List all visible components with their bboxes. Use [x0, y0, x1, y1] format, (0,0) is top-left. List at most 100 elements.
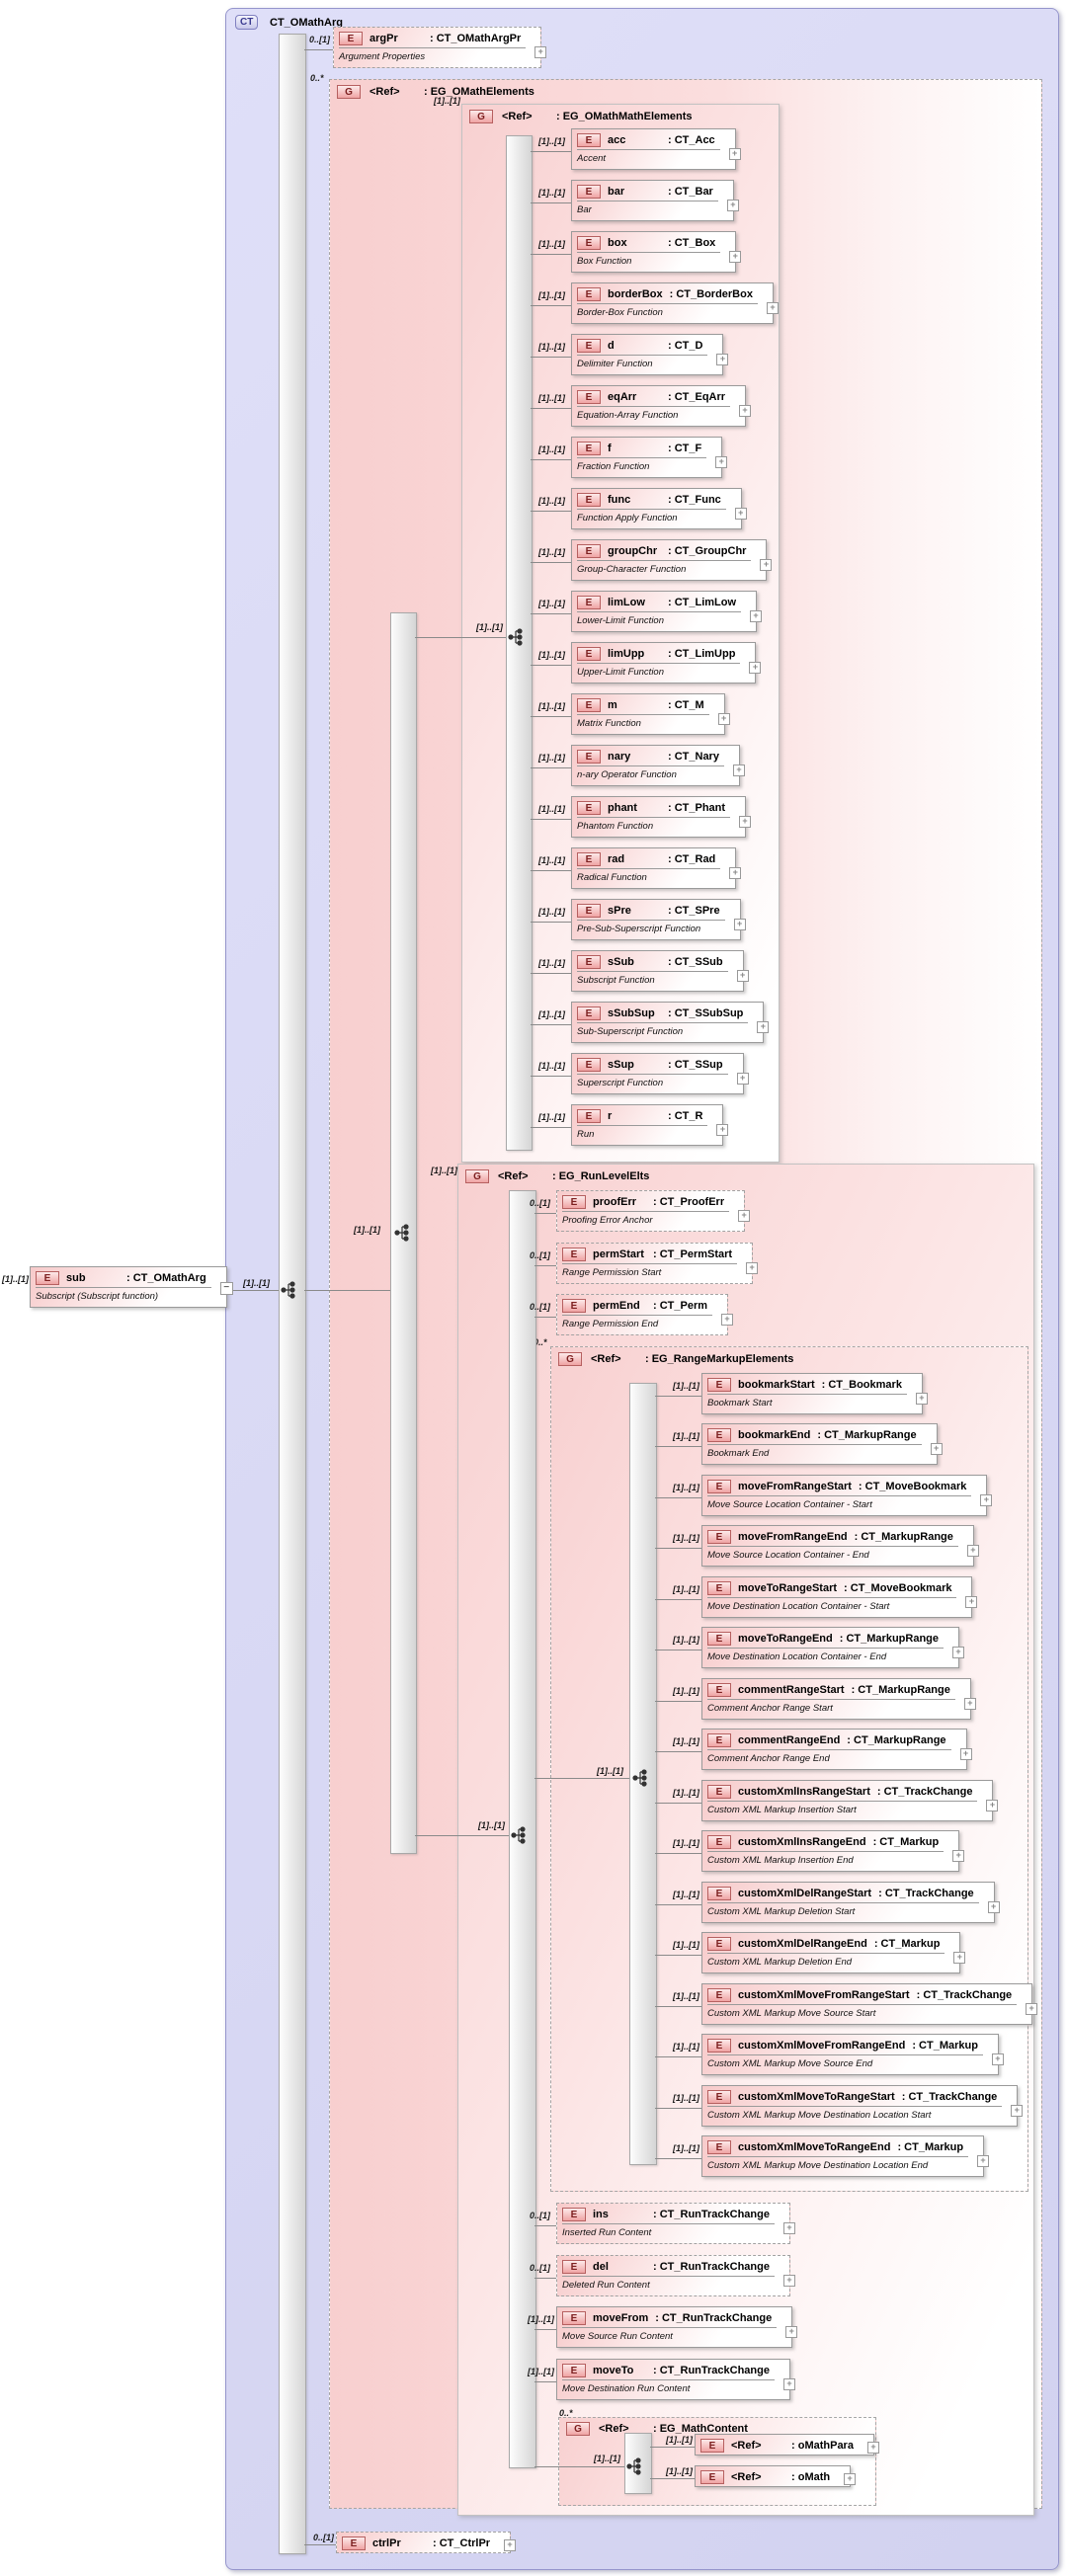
expand-icon[interactable]: + — [716, 354, 729, 365]
group-eg-mathcontent[interactable] — [558, 2417, 876, 2506]
expand-icon[interactable]: + — [952, 1850, 965, 1862]
expand-icon[interactable]: + — [717, 713, 730, 725]
expand-icon[interactable]: + — [930, 1443, 943, 1455]
expand-icon[interactable]: + — [782, 2222, 795, 2234]
expand-icon[interactable]: + — [760, 559, 773, 571]
element-name: func — [608, 494, 631, 506]
expand-icon[interactable]: + — [738, 1210, 751, 1222]
expand-icon[interactable]: + — [750, 610, 763, 622]
expand-icon[interactable]: + — [757, 1021, 770, 1033]
expand-icon[interactable]: + — [721, 1314, 734, 1326]
expand-icon[interactable]: + — [746, 1262, 759, 1274]
expand-icon[interactable]: + — [915, 1393, 928, 1405]
expand-icon[interactable]: + — [844, 2473, 857, 2485]
expand-icon[interactable]: + — [715, 456, 728, 468]
expand-icon[interactable]: + — [782, 2378, 795, 2390]
expand-icon[interactable]: + — [736, 1073, 749, 1085]
expand-icon[interactable]: + — [726, 200, 739, 211]
expand-icon[interactable]: + — [733, 919, 746, 930]
expand-icon[interactable]: + — [980, 1494, 993, 1506]
collapse-icon[interactable]: − — [219, 1282, 233, 1295]
element-omathpara[interactable]: E <Ref>: oMathPara + — [695, 2434, 879, 2455]
expand-icon[interactable]: + — [991, 2053, 1004, 2065]
expand-icon[interactable]: + — [953, 1952, 966, 1964]
expand-icon[interactable]: + — [952, 1647, 965, 1658]
expand-icon[interactable]: + — [734, 508, 747, 520]
expand-icon[interactable]: + — [986, 1800, 999, 1811]
expand-icon[interactable]: + — [729, 867, 742, 879]
expand-icon[interactable]: + — [739, 405, 752, 417]
expand-icon[interactable]: + — [966, 1545, 979, 1557]
expand-icon[interactable]: + — [749, 662, 762, 674]
expand-icon[interactable]: + — [959, 1748, 972, 1760]
expand-icon[interactable]: + — [963, 1698, 976, 1710]
expand-icon[interactable]: + — [785, 2326, 798, 2338]
expand-icon[interactable]: + — [732, 765, 745, 776]
expand-icon[interactable]: + — [716, 1124, 729, 1136]
expand-icon[interactable]: + — [728, 148, 741, 160]
expand-icon[interactable]: + — [965, 1596, 978, 1608]
expand-icon[interactable]: + — [504, 2539, 517, 2551]
expand-icon[interactable]: + — [977, 2155, 990, 2167]
expand-icon[interactable]: + — [729, 251, 742, 263]
expand-icon[interactable]: + — [736, 970, 749, 982]
expand-icon[interactable]: + — [1026, 2003, 1038, 2015]
expand-icon[interactable]: + — [766, 302, 779, 314]
element-omath[interactable]: E <Ref>: oMath + — [695, 2465, 857, 2487]
expand-icon[interactable]: + — [782, 2275, 795, 2287]
expand-icon[interactable]: + — [1011, 2105, 1024, 2117]
expand-icon[interactable]: + — [866, 2442, 879, 2454]
expand-icon[interactable]: + — [739, 816, 752, 828]
expand-icon[interactable]: + — [987, 1901, 1000, 1913]
element-annotation: Move Source Location Container - End — [707, 1550, 869, 1561]
expand-icon[interactable]: + — [534, 46, 547, 58]
